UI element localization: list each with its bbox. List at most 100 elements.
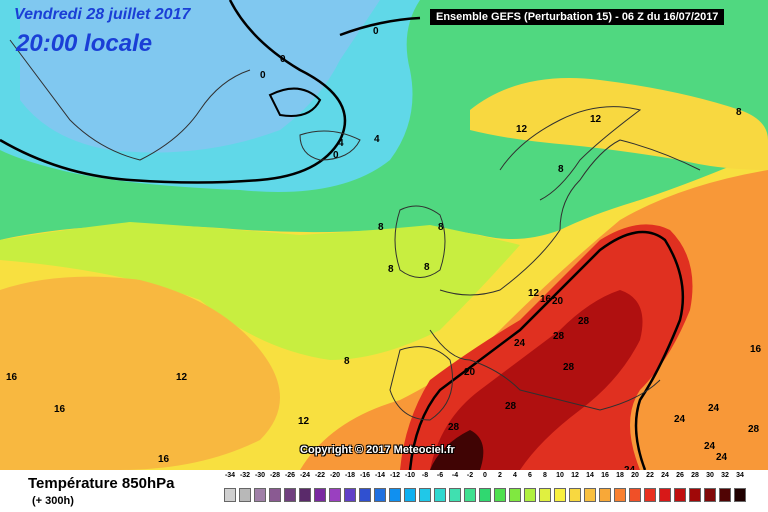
map-label: 0 bbox=[333, 150, 339, 161]
coastline-iberia bbox=[389, 346, 453, 421]
forecast-time: 20:00 locale bbox=[16, 30, 153, 57]
scale-tick-label: 14 bbox=[586, 472, 594, 479]
map-label: 8 bbox=[378, 222, 384, 233]
coastline-uk bbox=[394, 205, 446, 278]
scale-swatch bbox=[284, 488, 296, 502]
map-label: 28 bbox=[448, 422, 460, 433]
map-label: 4 bbox=[338, 138, 344, 149]
scale-swatch bbox=[524, 488, 536, 502]
isotherm-20-line bbox=[408, 230, 685, 470]
scale-swatch bbox=[464, 488, 476, 502]
scale-tick-label: 0 bbox=[483, 472, 487, 479]
coastline-iceland bbox=[299, 130, 361, 161]
scale-tick-label: 32 bbox=[721, 472, 729, 479]
map-label: 0 bbox=[373, 26, 379, 37]
map-label: 0 bbox=[280, 54, 286, 65]
scale-tick-label: 28 bbox=[691, 472, 699, 479]
map-label: 8 bbox=[736, 107, 742, 118]
scale-swatch bbox=[659, 488, 671, 502]
copyright-text: Copyright © 2017 Meteociel.fr bbox=[300, 444, 455, 456]
model-run-label: Ensemble GEFS (Perturbation 15) - 06 Z d… bbox=[430, 9, 725, 25]
map-label: 24 bbox=[704, 441, 716, 452]
scale-tick-label: 10 bbox=[556, 472, 564, 479]
scale-swatch bbox=[494, 488, 506, 502]
scale-swatch bbox=[554, 488, 566, 502]
map-label: 24 bbox=[514, 338, 526, 349]
orange-south-west bbox=[0, 276, 280, 470]
scale-tick-label: 34 bbox=[736, 472, 744, 479]
scale-tick-label: 26 bbox=[676, 472, 684, 479]
map-label: 28 bbox=[578, 316, 590, 327]
map-label: 16 bbox=[750, 344, 762, 355]
scale-swatch bbox=[389, 488, 401, 502]
map-label: 0 bbox=[260, 70, 266, 81]
map-label: 12 bbox=[176, 372, 188, 383]
scale-tick-label: 6 bbox=[528, 472, 532, 479]
map-label: 8 bbox=[388, 264, 394, 275]
scale-swatch bbox=[374, 488, 386, 502]
lime-band bbox=[0, 222, 520, 360]
map-label: 28 bbox=[505, 401, 517, 412]
scale-swatch bbox=[239, 488, 251, 502]
scale-tick-label: -22 bbox=[314, 472, 326, 479]
map-label: 28 bbox=[553, 331, 565, 342]
map-label: 20 bbox=[552, 296, 564, 307]
scale-swatch bbox=[419, 488, 431, 502]
scale-swatch bbox=[509, 488, 521, 502]
scale-tick-label: 4 bbox=[513, 472, 517, 479]
scale-tick-label: -18 bbox=[344, 472, 356, 479]
scale-tick-label: -26 bbox=[284, 472, 296, 479]
scale-tick-label: -4 bbox=[451, 472, 459, 479]
scale-tick-label: -6 bbox=[436, 472, 444, 479]
scale-swatch bbox=[719, 488, 731, 502]
scale-swatch bbox=[314, 488, 326, 502]
scale-swatch bbox=[404, 488, 416, 502]
map-label: 8 bbox=[424, 262, 430, 273]
scale-swatch bbox=[674, 488, 686, 502]
scale-tick-label: -16 bbox=[359, 472, 371, 479]
isotherm-0-line-greenland bbox=[339, 16, 421, 37]
map-label: 8 bbox=[438, 222, 444, 233]
color-scale-ticks: -34 -32 -30 -28 -26 -24 -22 -20 -18 -16 -14 -12 -10-… bbox=[224, 472, 752, 484]
scale-tick-label: -20 bbox=[329, 472, 341, 479]
scale-swatch bbox=[704, 488, 716, 502]
scale-swatch bbox=[479, 488, 491, 502]
scale-swatch bbox=[299, 488, 311, 502]
isotherm-labels: 0 0 0 0 4 4 8 12 12 8 8 8 8 8 12 16 20 2… bbox=[6, 26, 762, 470]
map-label: 8 bbox=[558, 164, 564, 175]
scale-tick-label: 18 bbox=[616, 472, 624, 479]
scandinavia-warm bbox=[470, 78, 768, 170]
map-label: 24 bbox=[624, 465, 636, 470]
map-label: 16 bbox=[158, 454, 170, 465]
scale-swatch bbox=[329, 488, 341, 502]
map-label: 28 bbox=[563, 362, 575, 373]
temperature-map: 0 0 0 0 4 4 8 12 12 8 8 8 8 8 12 16 20 2… bbox=[0, 0, 768, 470]
scale-swatch bbox=[224, 488, 236, 502]
scale-tick-label: 8 bbox=[543, 472, 547, 479]
scale-tick-label: -28 bbox=[269, 472, 281, 479]
scale-swatch bbox=[539, 488, 551, 502]
map-label: 24 bbox=[716, 452, 728, 463]
scale-swatch bbox=[569, 488, 581, 502]
coastline-scandinavia bbox=[499, 106, 642, 201]
scale-tick-label: -24 bbox=[299, 472, 311, 479]
coastline-greenland bbox=[9, 39, 251, 161]
map-label: 8 bbox=[344, 356, 350, 367]
isotherm-0-line bbox=[0, 0, 347, 184]
map-label: 24 bbox=[674, 414, 686, 425]
map-label: 12 bbox=[516, 124, 528, 135]
dark-core-south bbox=[430, 430, 484, 470]
map-label: 16 bbox=[54, 404, 66, 415]
scale-swatch bbox=[644, 488, 656, 502]
scale-tick-label: 2 bbox=[498, 472, 502, 479]
scale-swatch bbox=[449, 488, 461, 502]
map-label: 12 bbox=[298, 416, 310, 427]
map-label: 12 bbox=[590, 114, 602, 125]
scale-tick-label: -8 bbox=[421, 472, 429, 479]
scale-swatch bbox=[629, 488, 641, 502]
scale-swatch bbox=[269, 488, 281, 502]
light-blue-area bbox=[20, 0, 380, 153]
variable-title: Température 850hPa bbox=[28, 475, 175, 492]
scale-tick-label: 20 bbox=[631, 472, 639, 479]
scale-tick-label: -12 bbox=[389, 472, 401, 479]
